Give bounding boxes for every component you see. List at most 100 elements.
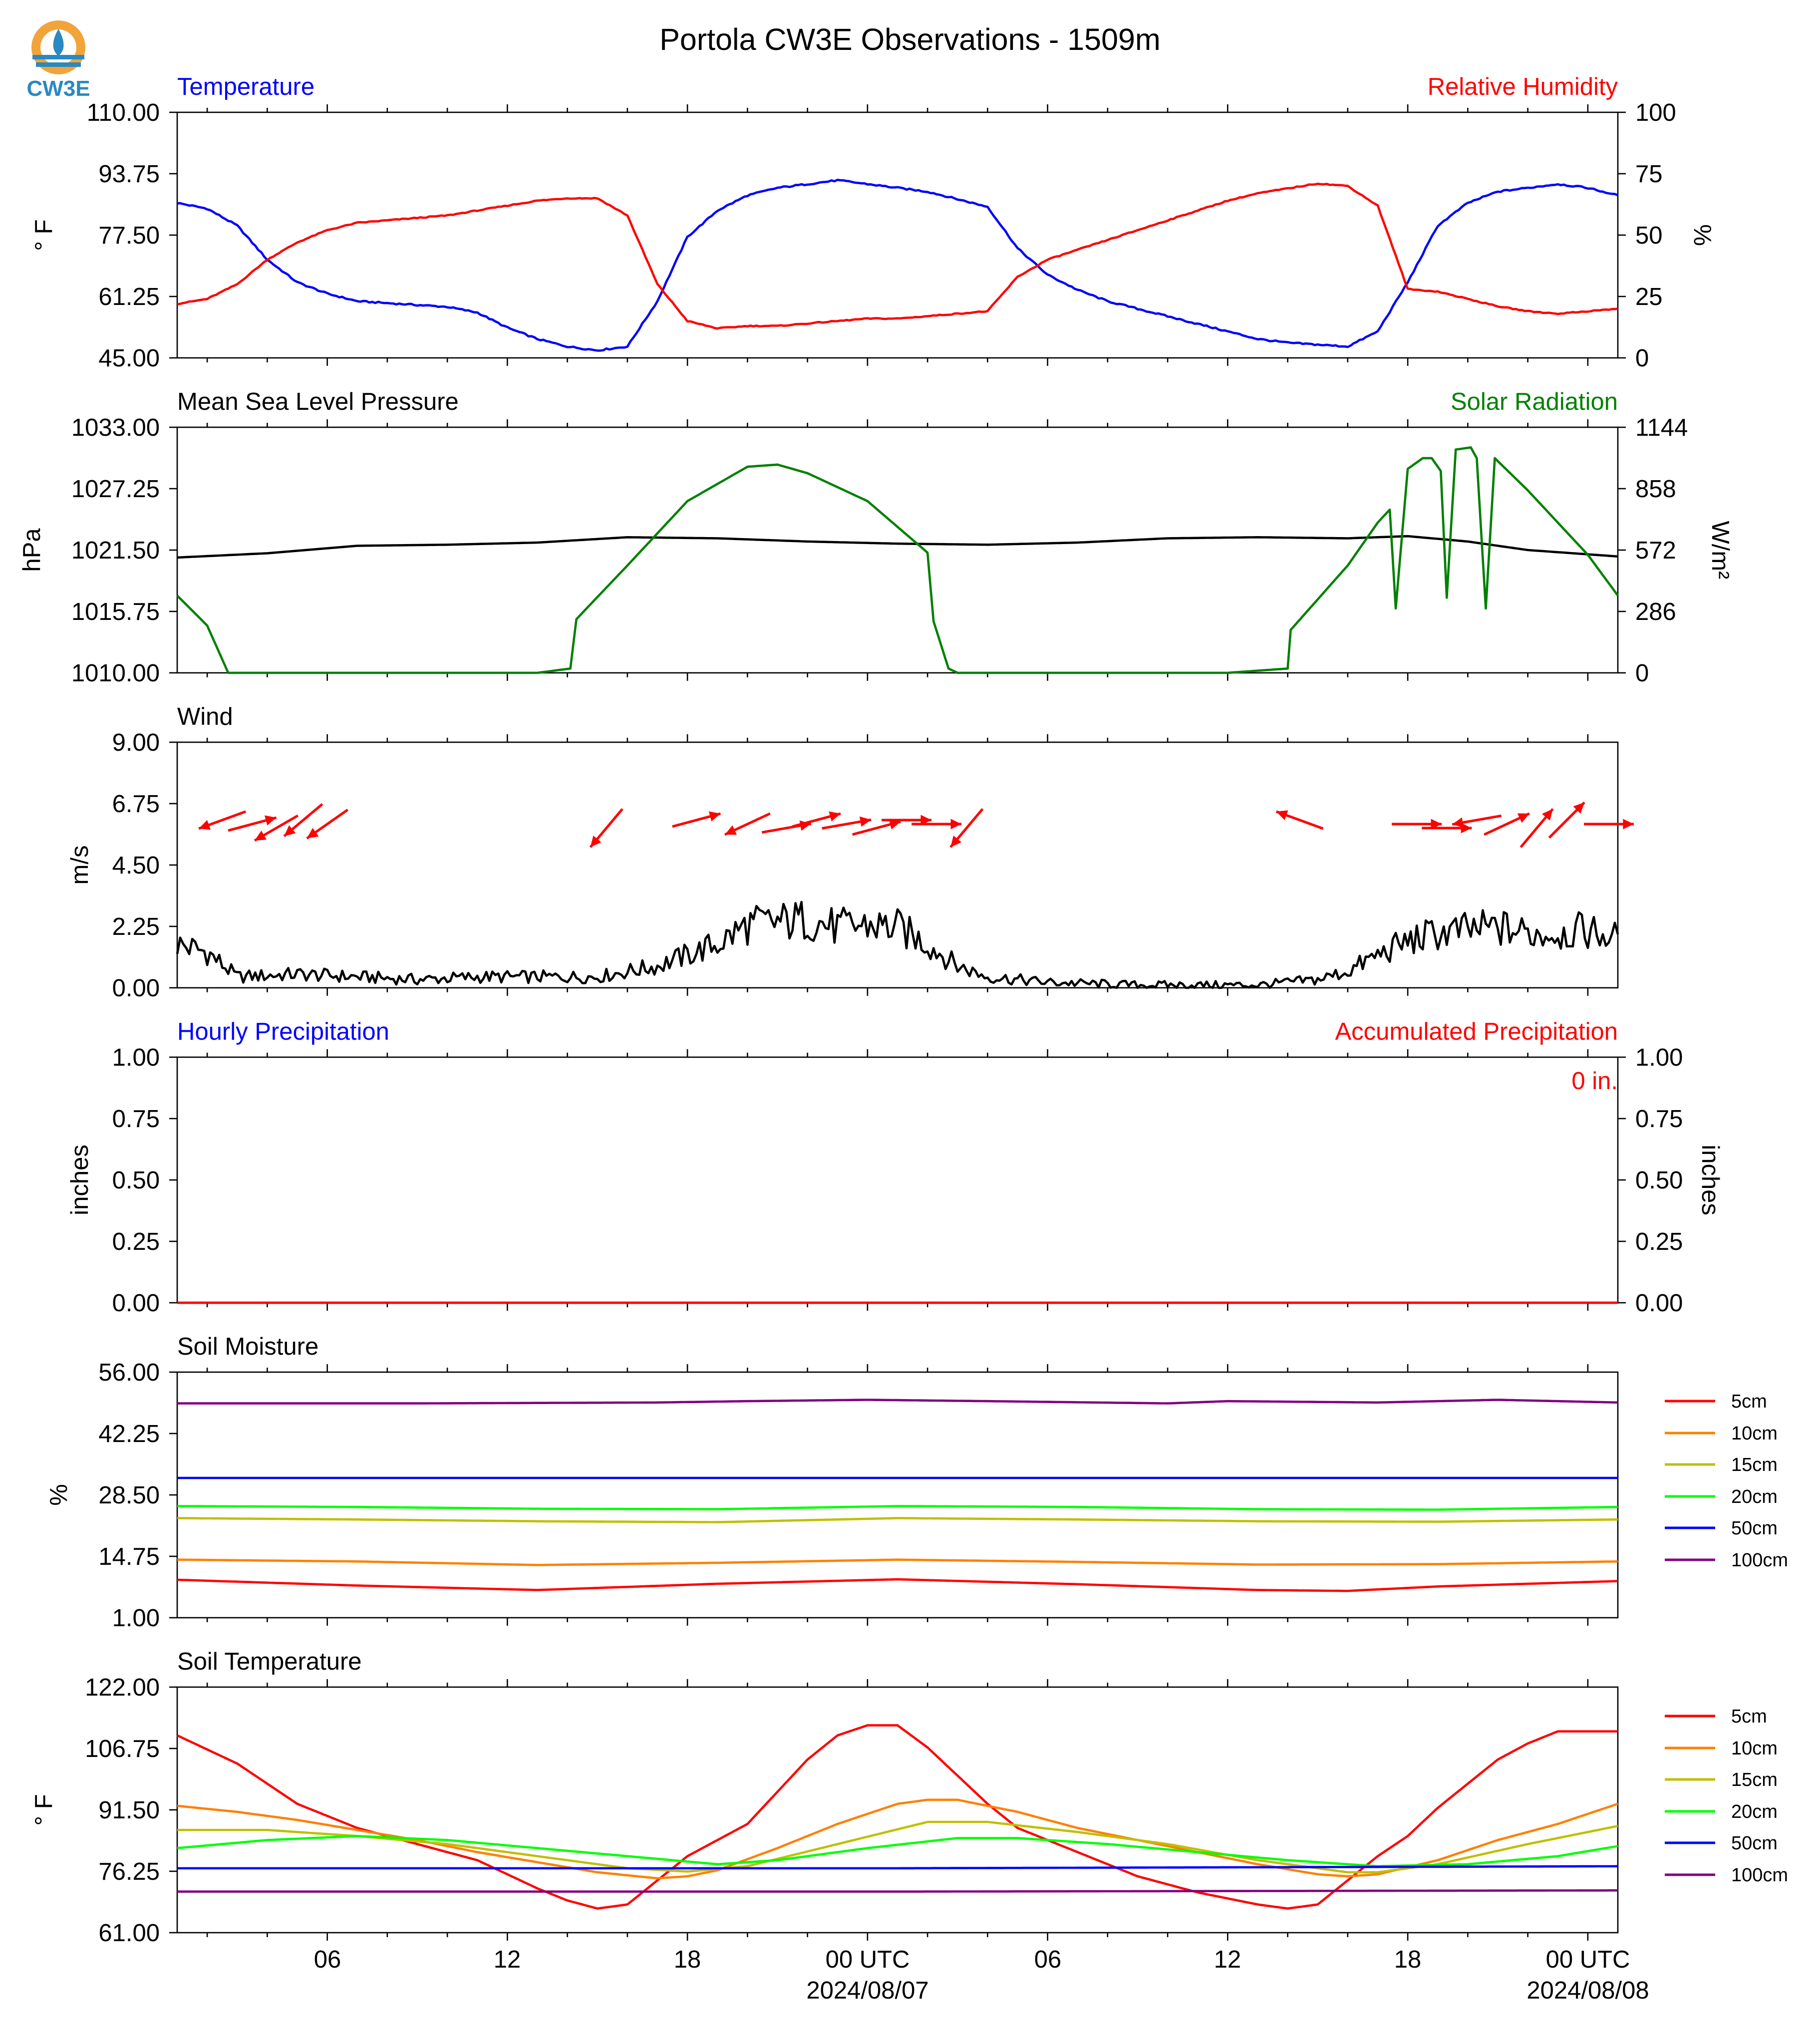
soil-moisture-plot: [177, 1399, 1618, 1592]
wind-title: Wind: [177, 703, 233, 730]
temperature-axis-label: ° F: [30, 219, 57, 251]
series-15cm: [177, 1820, 1618, 1874]
series-15cm: [177, 1517, 1618, 1523]
x-ticks: [206, 104, 1589, 366]
wind-arrow: [254, 814, 299, 842]
accum-tick-label: 0.50: [1635, 1167, 1683, 1194]
rh-title: Relative Humidity: [1428, 73, 1618, 100]
soil-temp-tick-label: 76.25: [98, 1858, 160, 1885]
pressure-axis-label: hPa: [18, 528, 45, 572]
wind-arrow: [822, 816, 872, 830]
hourly-precip-title: Hourly Precipitation: [177, 1018, 389, 1045]
soil-temp-tick-label: 61.00: [98, 1920, 160, 1947]
wind-plot: [176, 801, 1634, 989]
soil-temp-tick-label: 106.75: [85, 1736, 160, 1762]
precip-tick-label: 0.00: [112, 1290, 160, 1317]
panel-soil-moisture: Soil Moisture 56.00 42.25 28.50 14.75 1.…: [45, 1333, 1788, 1632]
wind-arrow: [672, 811, 721, 828]
x-axis-labels: 06 12 18 00 UTC 06 12 18 00 UTC 2024/08/…: [314, 1946, 1649, 2004]
series-temperature: [177, 179, 1618, 352]
wind-arrow: [283, 803, 323, 838]
precip-left-ticks: 1.00 0.75 0.50 0.25 0.00: [112, 1044, 177, 1317]
soil-temp-plot: [177, 1724, 1618, 1910]
legend-label: 50cm: [1731, 1833, 1778, 1854]
x-ticks: [206, 419, 1589, 681]
pressure-tick-label: 1010.00: [71, 660, 160, 687]
temperature-title: Temperature: [177, 73, 314, 100]
legend-label: 100cm: [1731, 1865, 1788, 1886]
solar-tick-label: 0: [1635, 660, 1649, 687]
series-mean-sea-level-pressure: [177, 535, 1618, 559]
wind-axis-label: m/s: [66, 846, 93, 885]
x-date-label: 2024/08/08: [1526, 1977, 1649, 2004]
x-ticks: [206, 1364, 1589, 1626]
x-tick-label: 12: [494, 1946, 521, 1973]
series-solar-radiation: [176, 446, 1619, 674]
precip-tick-label: 0.50: [112, 1167, 160, 1194]
x-ticks: [206, 1679, 1589, 1941]
precip-total-label: 0 in.: [1571, 1068, 1618, 1095]
rh-tick-label: 75: [1635, 161, 1663, 188]
precip-tick-label: 0.25: [112, 1228, 160, 1255]
precip-tick-label: 0.75: [112, 1106, 160, 1133]
x-tick-label: 18: [674, 1946, 701, 1973]
panel-precip: Hourly Precipitation Accumulated Precipi…: [66, 1018, 1724, 1317]
accum-precip-title: Accumulated Precipitation: [1335, 1018, 1618, 1045]
solar-title: Solar Radiation: [1451, 388, 1618, 415]
wind-arrow: [1422, 823, 1472, 834]
rh-tick-label: 0: [1635, 345, 1649, 372]
x-tick-label: 00 UTC: [1546, 1946, 1630, 1973]
accum-tick-label: 0.00: [1635, 1290, 1683, 1317]
temp-tick-label: 110.00: [87, 99, 160, 126]
cw3e-logo: CW3E: [26, 20, 90, 101]
soil-temp-legend: 5cm 10cm 15cm 20cm 50cm 100cm: [1665, 1706, 1788, 1886]
wind-tick-label: 2.25: [112, 913, 160, 940]
pressure-tick-label: 1027.25: [71, 476, 160, 503]
series-relative-humidity: [177, 182, 1618, 330]
wind-arrow: [1519, 808, 1554, 848]
wind-arrow: [792, 811, 841, 828]
x-tick-label: 12: [1214, 1946, 1241, 1973]
soil-temp-tick-label: 122.00: [85, 1674, 160, 1701]
x-tick-label: 00 UTC: [826, 1946, 910, 1973]
pressure-title: Mean Sea Level Pressure: [177, 388, 459, 415]
chart-title: Portola CW3E Observations - 1509m: [659, 22, 1161, 56]
panel-wind: Wind 9.00 6.75 4.50 2.25 0.00 m/s: [66, 703, 1634, 1002]
rh-tick-label: 50: [1635, 222, 1663, 249]
legend-label: 100cm: [1731, 1550, 1788, 1571]
rh-right-ticks: 100 75 50 25 0: [1618, 99, 1676, 372]
wind-arrow: [1452, 814, 1502, 828]
legend-label: 5cm: [1731, 1706, 1767, 1727]
solar-right-ticks: 1144 858 572 286 0: [1618, 414, 1688, 687]
wind-left-ticks: 9.00 6.75 4.50 2.25 0.00: [112, 729, 177, 1002]
series-5cm: [177, 1578, 1618, 1592]
soil-temp-tick-label: 91.50: [98, 1797, 160, 1824]
accum-axis-label: inches: [1697, 1145, 1724, 1215]
pressure-left-ticks: 1033.00 1027.25 1021.50 1015.75 1010.00: [71, 414, 177, 687]
series-20cm: [177, 1505, 1618, 1511]
soil-moisture-tick-label: 28.50: [98, 1482, 160, 1509]
x-ticks: [206, 734, 1589, 996]
soil-moisture-tick-label: 1.00: [112, 1605, 160, 1632]
soil-temp-title: Soil Temperature: [177, 1648, 362, 1675]
temp-tick-label: 93.75: [98, 161, 160, 188]
accum-right-ticks: 1.00 0.75 0.50 0.25 0.00: [1618, 1044, 1683, 1317]
temp-left-ticks: 110.00 93.75 77.50 61.25 45.00: [87, 99, 177, 372]
series-100cm: [177, 1399, 1618, 1405]
wind-arrow: [589, 808, 623, 848]
series-50cm: [177, 1865, 1618, 1870]
wind-arrow: [1548, 801, 1585, 839]
wind-arrow: [198, 810, 247, 830]
wind-arrow: [1275, 810, 1324, 830]
panel-pressure-solar: Mean Sea Level Pressure Solar Radiation …: [18, 388, 1734, 687]
logo-drop-icon: [53, 29, 64, 56]
temp-tick-label: 45.00: [98, 345, 160, 372]
pressure-tick-label: 1015.75: [71, 598, 160, 625]
solar-tick-label: 572: [1635, 537, 1676, 564]
series-wind-speed: [176, 900, 1619, 989]
solar-tick-label: 858: [1635, 476, 1676, 503]
legend-label: 15cm: [1731, 1454, 1778, 1475]
wind-tick-label: 0.00: [112, 975, 160, 1002]
series-100cm: [177, 1889, 1618, 1893]
